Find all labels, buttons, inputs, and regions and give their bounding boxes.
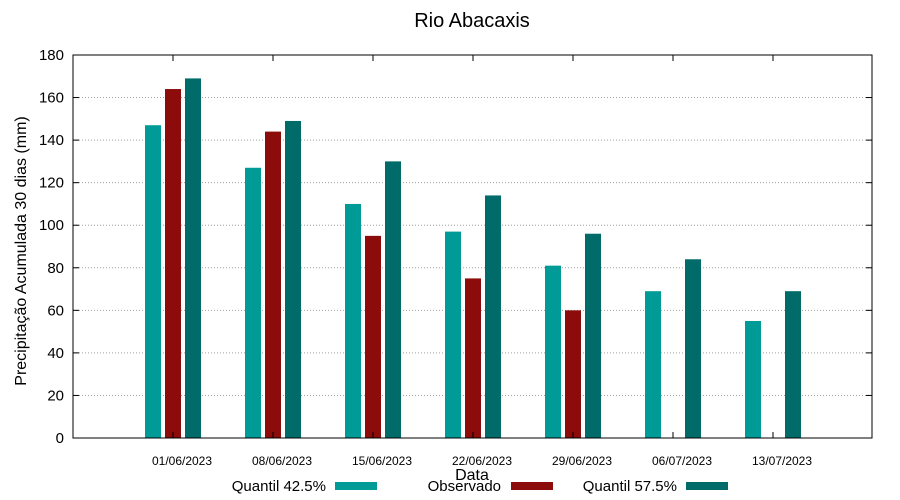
y-axis-label: Precipitação Acumulada 30 dias (mm) (13, 116, 30, 385)
x-tick-label: 13/07/2023 (752, 454, 812, 468)
x-tick-label: 15/06/2023 (352, 454, 412, 468)
x-axis-ticks: 01/06/2023 08/06/2023 15/06/2023 22/06/2023… (152, 55, 812, 468)
bars (145, 78, 801, 439)
y-tick-label: 140 (39, 132, 64, 149)
y-tick-label: 20 (47, 387, 64, 404)
x-tick-label: 08/06/2023 (252, 454, 312, 468)
y-tick-label: 180 (39, 47, 64, 64)
bar-quantil-42-5 (645, 291, 661, 438)
bar-quantil-57-5 (485, 195, 501, 438)
x-tick-label: 06/07/2023 (652, 454, 712, 468)
x-tick-label: 29/06/2023 (552, 454, 612, 468)
bar-observado (265, 131, 281, 438)
bar-observado (565, 310, 581, 438)
bar-quantil-57-5 (685, 259, 701, 438)
y-tick-label: 160 (39, 90, 64, 107)
legend-swatch (686, 482, 728, 490)
bar-observado (365, 235, 381, 438)
x-tick-label: 01/06/2023 (152, 454, 212, 468)
bar-quantil-57-5 (385, 161, 401, 438)
legend-label: Observado (428, 478, 501, 495)
bar-quantil-57-5 (185, 78, 201, 439)
y-tick-label: 80 (47, 260, 64, 277)
bar-quantil-42-5 (345, 203, 361, 438)
x-tick-label: 22/06/2023 (452, 454, 512, 468)
bar-quantil-42-5 (145, 125, 161, 438)
bar-quantil-57-5 (285, 120, 301, 438)
y-axis-ticks: 0 20 40 60 80 100 120 140 160 180 (39, 47, 872, 447)
legend-label: Quantil 42.5% (232, 478, 326, 495)
chart-title: Rio Abacaxis (414, 10, 530, 32)
y-tick-label: 0 (56, 430, 64, 447)
bar-observado (465, 278, 481, 438)
bar-quantil-42-5 (445, 231, 461, 438)
y-tick-label: 60 (47, 302, 64, 319)
y-tick-label: 120 (39, 175, 64, 192)
bar-quantil-42-5 (545, 265, 561, 438)
legend: Quantil 42.5% Observado Quantil 57.5% (232, 478, 728, 495)
bar-quantil-42-5 (245, 167, 261, 438)
legend-swatch (511, 482, 553, 490)
y-tick-label: 100 (39, 217, 64, 234)
bar-quantil-57-5 (585, 233, 601, 438)
legend-label: Quantil 57.5% (583, 478, 677, 495)
bar-quantil-57-5 (785, 291, 801, 438)
y-tick-label: 40 (47, 345, 64, 362)
bar-observado (165, 89, 181, 439)
x-axis-label: Data (455, 467, 489, 484)
bar-quantil-42-5 (745, 320, 761, 438)
legend-swatch (335, 482, 377, 490)
